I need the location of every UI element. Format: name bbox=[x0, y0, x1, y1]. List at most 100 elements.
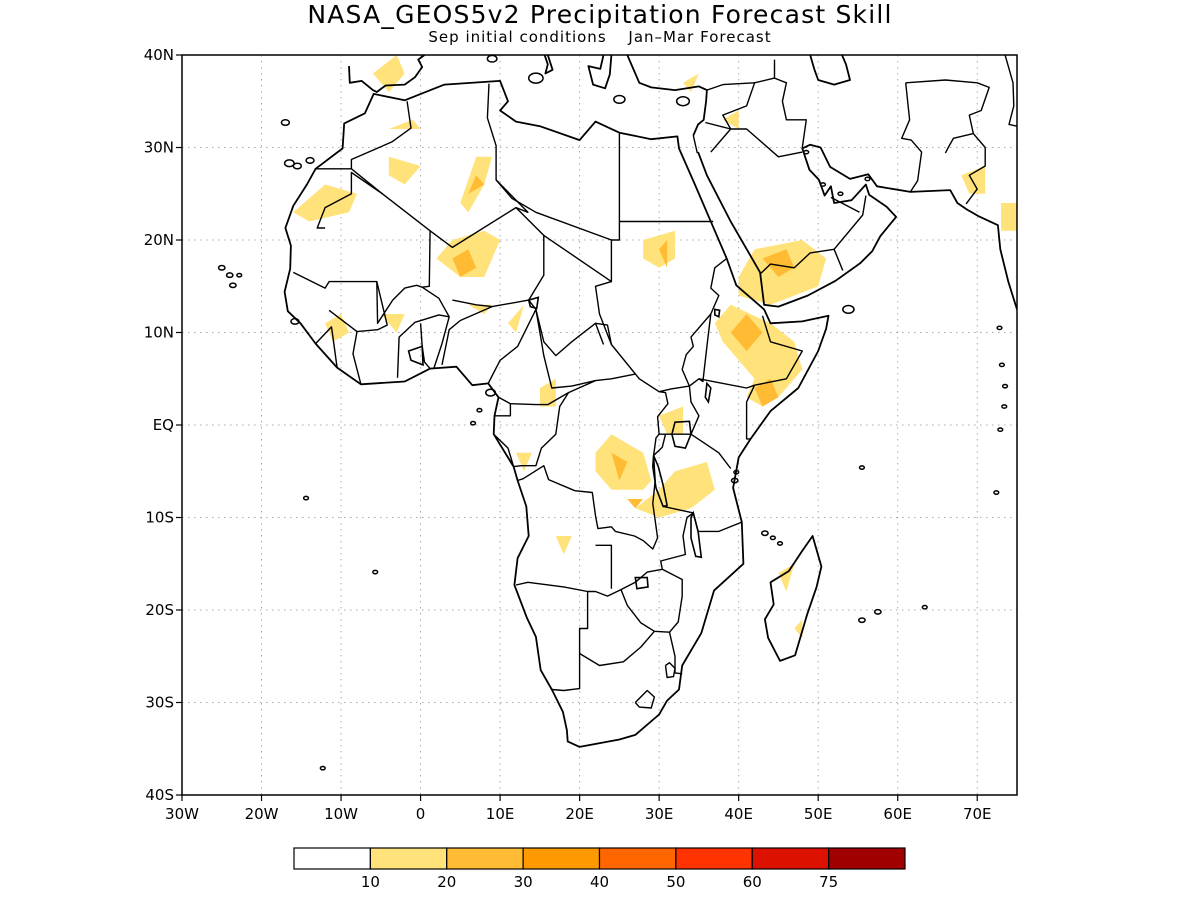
skill-region bbox=[468, 175, 485, 194]
island bbox=[476, 407, 483, 413]
island bbox=[280, 118, 291, 127]
lat-tick-label: 10S bbox=[145, 509, 174, 527]
country-border bbox=[620, 568, 683, 633]
coastline-iberia bbox=[348, 55, 426, 93]
lake-outline bbox=[527, 296, 540, 310]
country-border bbox=[595, 257, 728, 393]
country-border bbox=[901, 82, 923, 193]
country-border bbox=[352, 331, 362, 385]
gridlines bbox=[182, 55, 1017, 795]
country-border bbox=[421, 286, 450, 368]
island bbox=[776, 540, 784, 546]
skill-region bbox=[468, 304, 493, 314]
country-border bbox=[692, 135, 698, 154]
island bbox=[613, 94, 626, 105]
island bbox=[225, 272, 234, 279]
colorbar-box bbox=[675, 847, 753, 870]
country-border bbox=[706, 82, 755, 91]
country-borders bbox=[292, 55, 1017, 709]
island bbox=[842, 304, 855, 315]
lon-tick-label: 10W bbox=[324, 805, 358, 823]
lake-outline bbox=[407, 345, 424, 367]
skill-region bbox=[754, 378, 779, 407]
country-border bbox=[535, 309, 605, 357]
lon-tick-label: 30W bbox=[165, 805, 199, 823]
coastline-greece bbox=[587, 55, 613, 90]
map-frame bbox=[181, 54, 1018, 796]
island bbox=[997, 427, 1004, 433]
country-border bbox=[681, 313, 712, 387]
country-border bbox=[688, 386, 700, 435]
skill-region bbox=[325, 314, 349, 342]
island bbox=[858, 465, 866, 470]
island bbox=[485, 388, 497, 397]
skill-region bbox=[508, 304, 524, 333]
skill-region bbox=[635, 462, 715, 518]
colorbar-box bbox=[751, 847, 830, 870]
country-border bbox=[662, 505, 743, 533]
coastlines bbox=[283, 55, 1017, 748]
colorbar-box bbox=[293, 847, 371, 870]
country-border bbox=[595, 544, 613, 589]
skill-region bbox=[643, 230, 675, 268]
coastline-madagascar bbox=[764, 535, 823, 662]
country-border bbox=[705, 121, 731, 130]
country-border bbox=[517, 391, 669, 550]
colorbar-box bbox=[598, 847, 677, 870]
colorbar-label: 50 bbox=[666, 873, 685, 891]
subtitle-initial-conditions: Sep initial conditions bbox=[428, 28, 607, 46]
skill-region bbox=[555, 536, 572, 555]
island bbox=[996, 325, 1003, 331]
subtitle-forecast-period: Jan–Mar Forecast bbox=[628, 28, 772, 46]
colorbar: 10 20 30 40 50 60 75 bbox=[293, 847, 906, 891]
country-border bbox=[722, 77, 775, 130]
skill-region bbox=[611, 452, 628, 481]
country-border bbox=[292, 230, 431, 324]
island bbox=[228, 282, 237, 289]
country-border bbox=[965, 133, 986, 205]
country-border bbox=[594, 280, 613, 345]
island bbox=[305, 156, 315, 164]
country-border bbox=[328, 281, 388, 333]
lake-outline bbox=[713, 308, 721, 318]
country-border bbox=[487, 299, 537, 384]
lat-tick-label: 10N bbox=[144, 324, 174, 342]
country-border bbox=[535, 309, 636, 389]
country-border bbox=[493, 392, 570, 468]
lake-outline bbox=[634, 576, 649, 590]
skill-region bbox=[388, 156, 421, 185]
colorbar-box bbox=[369, 847, 448, 870]
island bbox=[769, 535, 776, 541]
country-border bbox=[441, 305, 493, 366]
islands bbox=[217, 55, 1009, 771]
lon-tick-label: 40E bbox=[724, 805, 753, 823]
country-border bbox=[543, 133, 621, 283]
country-border bbox=[830, 196, 860, 213]
island bbox=[998, 362, 1006, 368]
island bbox=[217, 264, 226, 271]
island bbox=[760, 530, 769, 537]
skill-region bbox=[961, 166, 986, 194]
skill-region bbox=[762, 249, 795, 277]
lat-tick-label: 30S bbox=[145, 694, 174, 712]
island bbox=[319, 765, 326, 771]
coastline-arabia bbox=[697, 143, 1017, 310]
colorbar-label: 30 bbox=[514, 873, 533, 891]
skill-region bbox=[778, 563, 795, 592]
island bbox=[290, 317, 300, 325]
lon-tick-label: 70E bbox=[963, 805, 992, 823]
country-border bbox=[350, 101, 412, 169]
country-border bbox=[634, 689, 656, 709]
coastline-africa bbox=[283, 80, 830, 748]
island bbox=[372, 569, 379, 575]
map-title: NASA_GEOS5v2 Precipitation Forecast Skil… bbox=[307, 0, 893, 29]
island bbox=[1001, 383, 1009, 389]
skill-region bbox=[539, 378, 556, 407]
island bbox=[864, 176, 871, 182]
colorbar-box bbox=[446, 847, 524, 870]
skill-region bbox=[659, 406, 683, 435]
island bbox=[857, 617, 866, 624]
country-border bbox=[515, 581, 589, 692]
colorbar-label: 40 bbox=[590, 873, 609, 891]
